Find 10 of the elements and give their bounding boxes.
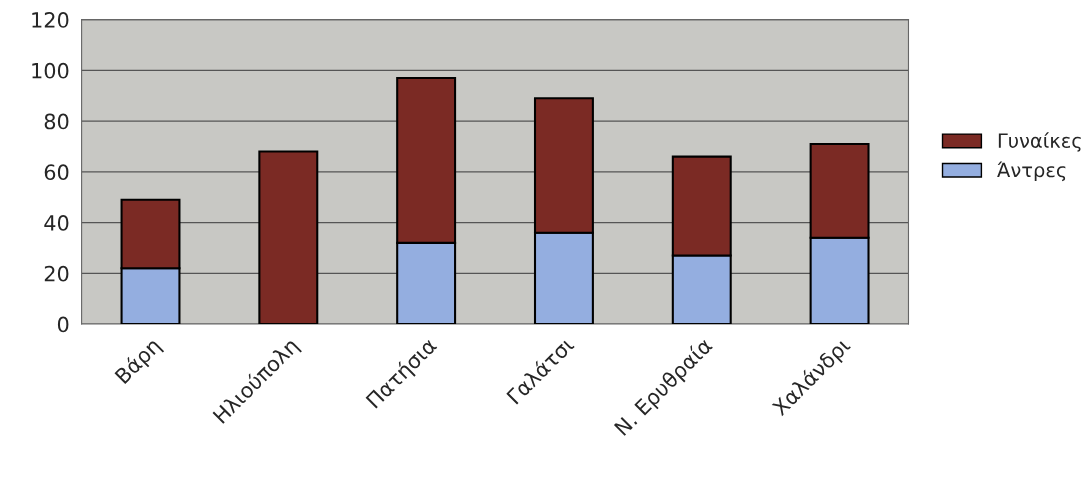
y-tick-label: 40 <box>44 215 69 231</box>
legend-label: Άντρες <box>997 161 1066 182</box>
y-tick-label: 100 <box>32 62 69 79</box>
y-tick-label: 0 <box>57 316 69 333</box>
bar <box>258 150 319 325</box>
y-tick-label: 80 <box>44 113 69 130</box>
y-tick-label: 20 <box>44 265 69 282</box>
y-tick-label: 60 <box>44 164 69 181</box>
y-tick-label: 120 <box>32 12 69 28</box>
legend-label: Γυναίκες <box>998 132 1081 152</box>
